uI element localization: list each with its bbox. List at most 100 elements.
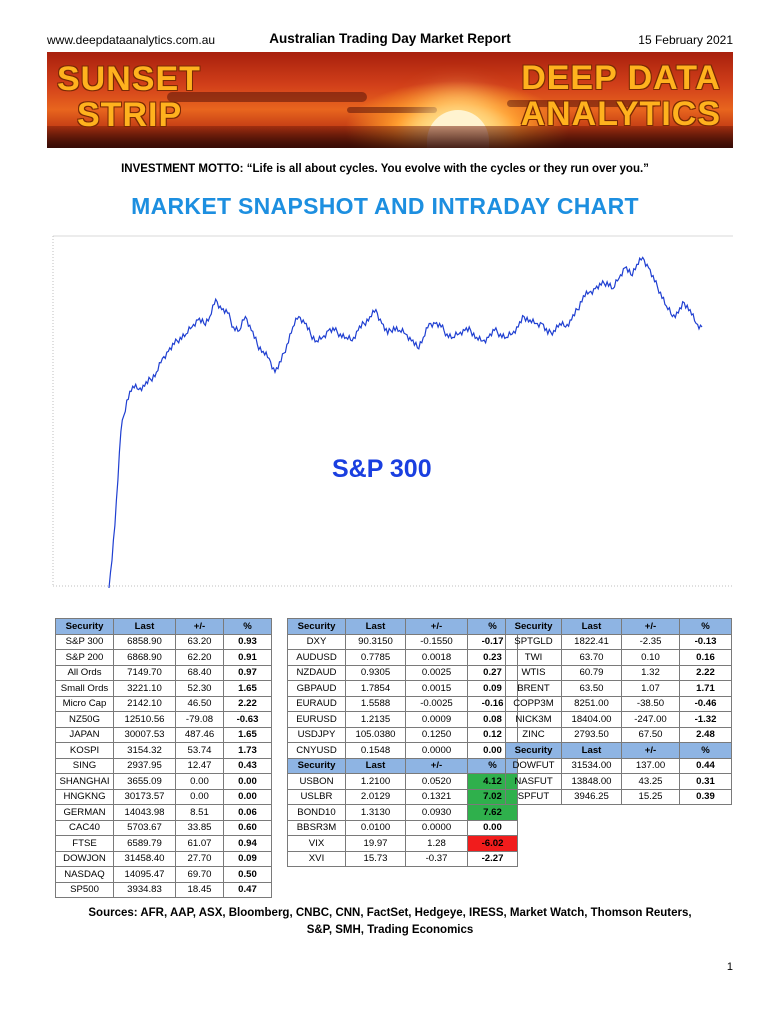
security-cell: S&P 300 — [55, 633, 114, 650]
deep-data-analytics-logo: DEEP DATA ANALYTICS — [521, 60, 721, 132]
report-title: Australian Trading Day Market Report — [269, 31, 511, 46]
table-header-row: Security Last +/-% — [55, 618, 272, 635]
table-row: GERMAN 14043.98 8.51 0.06 — [55, 804, 272, 821]
investment-motto: INVESTMENT MOTTO: “Life is all about cyc… — [0, 163, 770, 175]
change-cell: 68.40 — [175, 664, 224, 681]
table-row: VIX 19.97 1.28 -6.02 — [287, 835, 518, 852]
percent-cell: 0.16 — [679, 649, 732, 666]
percent-cell: 1.65 — [223, 680, 272, 697]
security-cell: ZINC — [505, 726, 562, 743]
last-cell: 2142.10 — [113, 695, 176, 712]
sunset-banner: SUNSET STRIP DEEP DATA ANALYTICS — [47, 52, 733, 148]
percent-cell: -0.46 — [679, 695, 732, 712]
column-header: Last — [113, 618, 176, 635]
security-cell: Micro Cap — [55, 695, 114, 712]
security-cell: SHANGHAI — [55, 773, 114, 790]
percent-cell: 0.39 — [679, 788, 732, 805]
chart-background — [47, 232, 733, 590]
table-row: USLBR 2.0129 0.1321 7.02 — [287, 788, 518, 805]
change-cell: 18.45 — [175, 881, 224, 898]
chart-series-group — [108, 256, 703, 589]
last-cell: 3946.25 — [561, 788, 622, 805]
motto-label: INVESTMENT MOTTO: — [121, 163, 244, 175]
table-row: SHANGHAI 3655.09 0.00 0.00 — [55, 773, 272, 790]
percent-cell: 0.50 — [223, 866, 272, 883]
last-cell: 3221.10 — [113, 680, 176, 697]
security-cell: USBON — [287, 773, 346, 790]
change-cell: 0.0930 — [405, 804, 468, 821]
table-row: Micro Cap 2142.10 46.50 2.22 — [55, 695, 272, 712]
change-cell: 67.50 — [621, 726, 680, 743]
security-cell: DOWFUT — [505, 757, 562, 774]
table-row: Small Ords 3221.10 52.30 1.65 — [55, 680, 272, 697]
table-row: USBON 1.2100 0.0520 4.12 — [287, 773, 518, 790]
change-cell: 0.00 — [175, 773, 224, 790]
cloud-decoration — [507, 100, 657, 107]
security-cell: Security — [287, 757, 346, 774]
last-cell: 13848.00 — [561, 773, 622, 790]
last-cell: 0.9305 — [345, 664, 406, 681]
change-cell: 0.1250 — [405, 726, 468, 743]
change-cell: 0.0009 — [405, 711, 468, 728]
table-row: NZ50G 12510.56 -79.08 -0.63 — [55, 711, 272, 728]
change-cell: -0.0025 — [405, 695, 468, 712]
change-cell: 69.70 — [175, 866, 224, 883]
percent-cell: 1.71 — [679, 680, 732, 697]
last-cell: 12510.56 — [113, 711, 176, 728]
percent-cell: 2.22 — [223, 695, 272, 712]
security-cell: SING — [55, 757, 114, 774]
percent-cell: 0.97 — [223, 664, 272, 681]
last-cell: 3655.09 — [113, 773, 176, 790]
last-cell: 90.3150 — [345, 633, 406, 650]
change-cell: 8.51 — [175, 804, 224, 821]
table-row: FTSE 6589.79 61.07 0.94 — [55, 835, 272, 852]
table-row: BOND10 1.3130 0.0930 7.62 — [287, 804, 518, 821]
percent-cell: 1.73 — [223, 742, 272, 759]
security-cell: CNYUSD — [287, 742, 346, 759]
table-row: NASFUT 13848.00 43.25 0.31 — [505, 773, 732, 790]
page-number: 1 — [726, 961, 733, 973]
security-cell: WTIS — [505, 664, 562, 681]
security-cell: DXY — [287, 633, 346, 650]
table-row: KOSPI 3154.32 53.74 1.73 — [55, 742, 272, 759]
change-cell: 0.0000 — [405, 742, 468, 759]
security-cell: XVI — [287, 850, 346, 867]
last-cell: Last — [561, 742, 622, 759]
last-cell: 2793.50 — [561, 726, 622, 743]
security-cell: S&P 200 — [55, 649, 114, 666]
column-header: % — [679, 618, 732, 635]
last-cell: 1822.41 — [561, 633, 622, 650]
security-cell: AUDUSD — [287, 649, 346, 666]
percent-cell: 0.00 — [223, 773, 272, 790]
percent-cell: 0.44 — [679, 757, 732, 774]
table-row: All Ords 7149.70 68.40 0.97 — [55, 664, 272, 681]
change-cell: 15.25 — [621, 788, 680, 805]
table-row: USDJPY 105.0380 0.1250 0.12 — [287, 726, 518, 743]
commodities-futures-table: Security Last +/-% SPTGLD 1822.41 -2.35 -0.13… — [505, 618, 732, 805]
last-cell: 31534.00 — [561, 757, 622, 774]
security-cell: NASFUT — [505, 773, 562, 790]
last-cell: 3934.83 — [113, 881, 176, 898]
table-row: GBPAUD 1.7854 0.0015 0.09 — [287, 680, 518, 697]
percent-cell: 0.47 — [223, 881, 272, 898]
table-row: SING 2937.95 12.47 0.43 — [55, 757, 272, 774]
table-row: JAPAN 30007.53 487.46 1.65 — [55, 726, 272, 743]
percent-cell: -1.32 — [679, 711, 732, 728]
percent-cell: 0.00 — [467, 819, 518, 836]
water-graphic — [47, 126, 733, 148]
last-cell: 1.2100 — [345, 773, 406, 790]
sources-line2: S&P, SMH, Trading Economics — [306, 924, 474, 936]
security-cell: JAPAN — [55, 726, 114, 743]
website-url[interactable]: www.deepdataanalytics.com.au — [47, 33, 216, 47]
change-cell: -247.00 — [621, 711, 680, 728]
change-cell: +/- — [621, 742, 680, 759]
last-cell: 63.70 — [561, 649, 622, 666]
change-cell: 1.28 — [405, 835, 468, 852]
change-cell: 137.00 — [621, 757, 680, 774]
cloud-decoration — [347, 107, 437, 113]
percent-cell: % — [679, 742, 732, 759]
last-cell: 0.7785 — [345, 649, 406, 666]
table-row: SP500 3934.83 18.45 0.47 — [55, 881, 272, 898]
percent-cell: 0.06 — [223, 804, 272, 821]
change-cell: -79.08 — [175, 711, 224, 728]
